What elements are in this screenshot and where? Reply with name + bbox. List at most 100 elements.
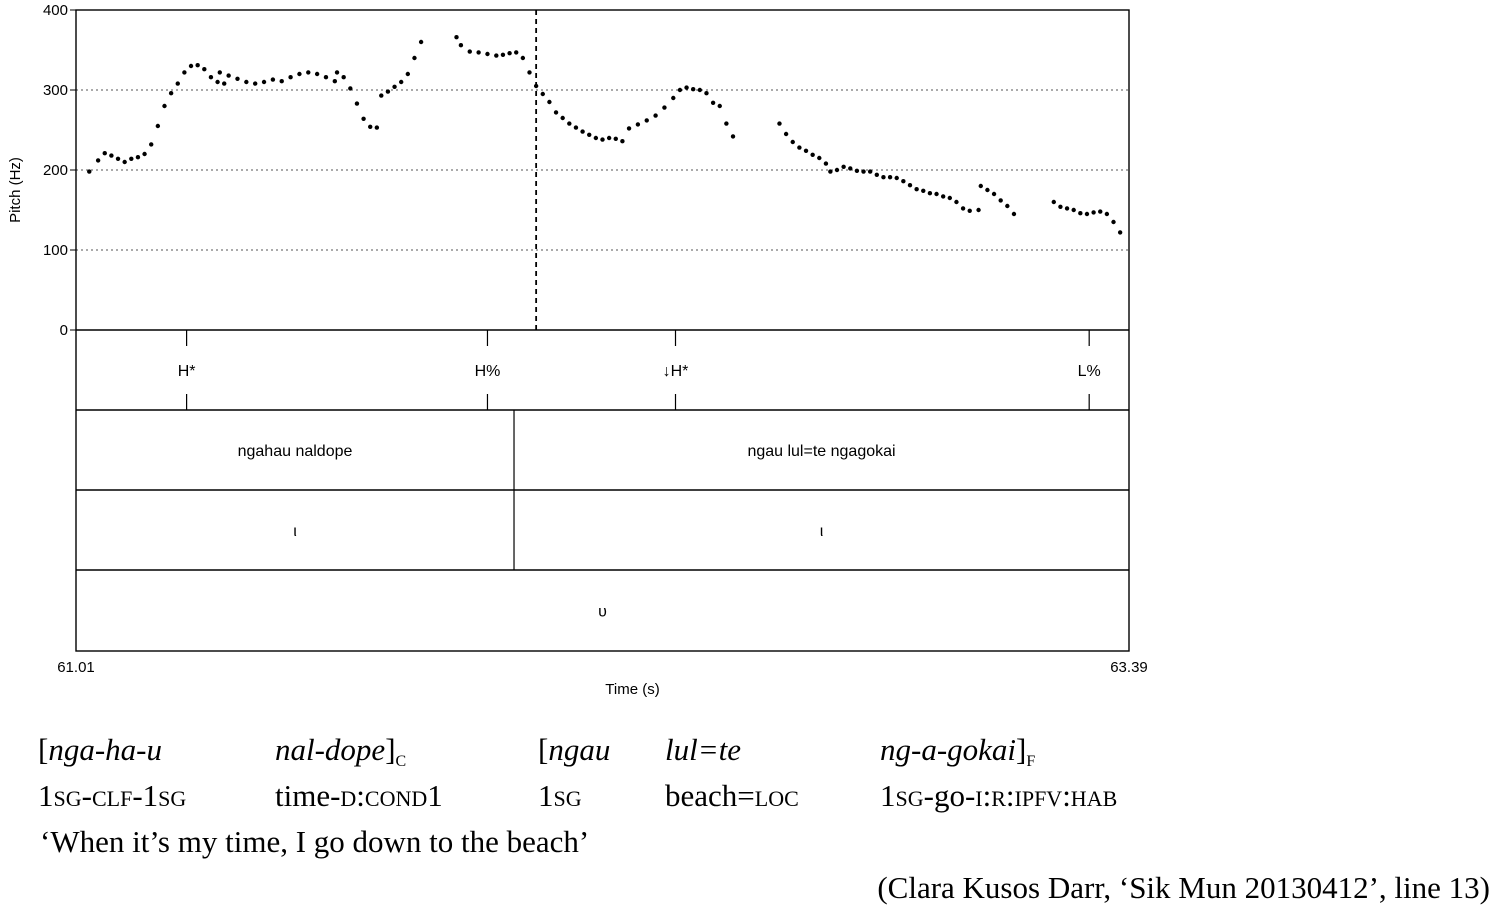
pitch-point (354, 101, 360, 106)
pitch-point (960, 206, 966, 211)
pitch-point (122, 159, 127, 165)
pitch-point (418, 39, 424, 45)
pitch-point (954, 199, 959, 205)
pitch-point (361, 116, 366, 122)
pitch-point (783, 131, 789, 137)
pitch-point (854, 168, 860, 173)
pitch-point (573, 125, 579, 130)
pitch-point (1064, 206, 1070, 211)
gloss-morpheme: 1sg-go-i:r:ipfv:hab (880, 778, 1118, 813)
phrase-tier-label: ι (820, 523, 824, 540)
pitch-point (341, 75, 346, 80)
pitch-point (507, 51, 512, 56)
x-axis-label: Time (s) (605, 681, 659, 698)
source-citation: (Clara Kusos Darr, ‘Sik Mun 20130412’, l… (877, 870, 1490, 905)
pitch-point (454, 35, 459, 40)
pitch-point (162, 103, 167, 109)
pitch-point (323, 75, 329, 80)
pitch-point (527, 70, 532, 75)
tone-label: ↓H* (663, 363, 689, 380)
pitch-point (226, 73, 231, 78)
pitch-point (87, 169, 92, 174)
pitch-point (195, 62, 200, 68)
pitch-point (348, 86, 353, 91)
pitch-point (332, 79, 338, 84)
pitch-point (662, 105, 667, 110)
gloss-morpheme: beach=loc (665, 778, 799, 813)
pitch-point (600, 137, 605, 142)
pitch-point (1005, 203, 1010, 209)
x-tick-label: 63.39 (1110, 659, 1148, 676)
pitch-point (887, 175, 893, 180)
pitch-chart: 0 100 200 300 400 Pitch (Hz) 61.01 63.39 Time (s… (7, 2, 1148, 698)
pitch-point (208, 75, 214, 80)
pitch-point (1051, 199, 1056, 205)
pitch-point (95, 158, 101, 163)
pitch-point (252, 81, 258, 86)
pitch-point (730, 134, 736, 139)
pitch-point (587, 132, 592, 137)
pitch-point (405, 71, 411, 77)
pitch-point (135, 155, 141, 160)
pitch-point (914, 187, 919, 192)
y-axis-label: Pitch (Hz) (7, 157, 24, 223)
praat-figure: 0 100 200 300 400 Pitch (Hz) 61.01 63.39 Time (s… (7, 2, 1148, 698)
pitch-point (217, 70, 222, 75)
pitch-point (467, 49, 472, 54)
gloss-word: lul=te (665, 732, 742, 767)
pitch-point (894, 175, 899, 181)
pitch-point (514, 50, 519, 55)
pitch-point (790, 139, 795, 145)
pitch-point (724, 121, 729, 126)
pitch-point (580, 129, 585, 134)
pitch-point (985, 187, 990, 193)
phrase-tier-label: ι (293, 523, 297, 540)
pitch-point (677, 87, 683, 93)
pitch-point (967, 208, 972, 213)
tone-label: L% (1078, 363, 1101, 380)
pitch-point (392, 84, 397, 90)
pitch-point (368, 124, 373, 129)
pitch-point (215, 79, 220, 85)
pitch-point (314, 71, 320, 77)
pitch-point (374, 125, 380, 130)
pitch-point (1078, 211, 1083, 216)
gloss-morpheme: time-d:cond1 (275, 778, 443, 813)
pitch-point (1084, 211, 1090, 217)
gloss-word: nal-dope]C (275, 732, 407, 770)
pitch-point (1058, 204, 1063, 209)
pitch-point (485, 51, 490, 57)
pitch-point (553, 110, 559, 115)
pitch-point (540, 91, 545, 97)
pitch-point (841, 164, 846, 169)
pitch-point (998, 198, 1003, 203)
free-translation: ‘When it’s my time, I go down to the bea… (40, 824, 590, 859)
pitch-point (874, 172, 880, 177)
y-tick-label: 400 (43, 2, 68, 19)
pitch-point (593, 135, 599, 141)
pitch-point (704, 91, 709, 96)
pitch-point (635, 122, 641, 127)
pitch-point (940, 194, 946, 199)
tone-label: H% (475, 363, 501, 380)
x-tick-label: 61.01 (57, 659, 95, 676)
pitch-point (907, 183, 913, 188)
pitch-point (476, 50, 481, 55)
pitch-point (606, 135, 612, 141)
pitch-point (1071, 207, 1076, 213)
pitch-point (334, 70, 340, 75)
pitch-point (222, 81, 227, 86)
pitch-point (244, 79, 249, 85)
pitch-point (881, 175, 886, 180)
utterance-tier-label: υ (598, 604, 607, 621)
y-tick-label: 100 (43, 242, 68, 259)
pitch-point (270, 77, 276, 82)
pitch-point (142, 151, 147, 157)
pitch-point (261, 79, 267, 85)
pitch-point (613, 136, 618, 141)
pitch-point (978, 183, 983, 189)
pitch-point (500, 52, 506, 57)
pitch-point (697, 87, 703, 93)
pitch-point (458, 43, 464, 48)
pitch-point (560, 115, 565, 121)
